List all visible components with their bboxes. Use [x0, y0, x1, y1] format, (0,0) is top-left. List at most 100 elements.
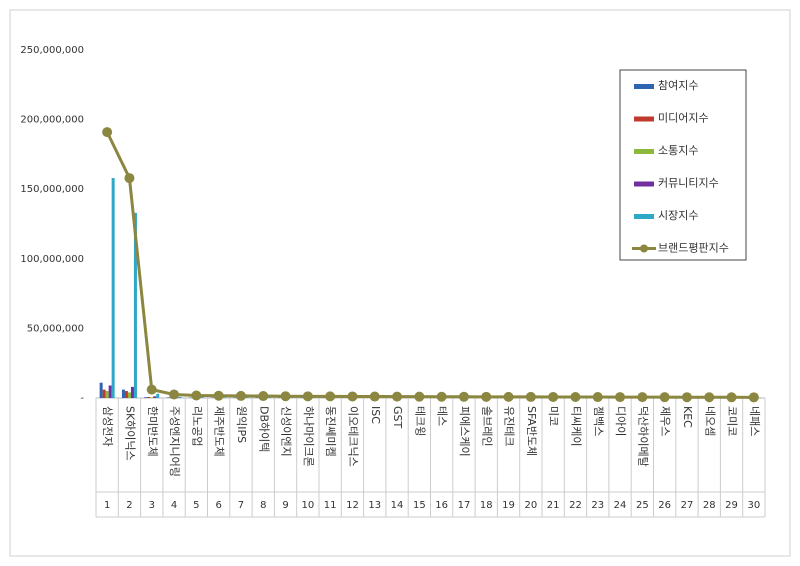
y-tick-label: 100,000,000 [20, 254, 84, 265]
bar [99, 382, 103, 398]
x-tick-label: 네패스 [748, 406, 761, 436]
x-tick-label: 미코 [547, 406, 560, 426]
line-marker [191, 390, 202, 401]
rank-label: 6 [215, 500, 221, 511]
x-tick-label: 한미반도체 [146, 406, 159, 457]
line-marker [169, 389, 180, 400]
line-marker [637, 392, 648, 403]
line-marker [124, 173, 135, 184]
line-marker [525, 391, 536, 402]
rank-label: 30 [747, 500, 760, 511]
rank-label: 28 [703, 500, 716, 511]
x-tick-label: SK하이닉스 [123, 406, 137, 461]
x-tick-label: 디아이 [614, 406, 627, 436]
x-tick-label: 이오테크닉스 [346, 406, 359, 467]
y-tick-label: 150,000,000 [20, 184, 84, 195]
x-tick-label: ISC [369, 406, 382, 424]
rank-label: 9 [282, 500, 288, 511]
line-marker [325, 391, 336, 402]
x-tick-label: 삼성전자 [101, 406, 114, 446]
x-tick-label: SFA반도체 [525, 406, 538, 456]
x-tick-label: GST [391, 406, 404, 429]
line-marker [102, 127, 113, 138]
x-tick-label: 피에스케이 [458, 406, 471, 457]
rank-label: 19 [502, 500, 515, 511]
line-marker [235, 390, 246, 401]
rank-label: 22 [569, 500, 582, 511]
legend-label: 커뮤니티지수 [658, 177, 719, 190]
bar [133, 212, 137, 398]
y-tick-label: 50,000,000 [27, 323, 84, 334]
y-tick-label: - [80, 393, 84, 404]
x-tick-label: 네오셈 [703, 406, 716, 436]
rank-label: 14 [391, 500, 404, 511]
bar [147, 397, 151, 398]
x-tick-label: 리노공업 [190, 406, 203, 446]
rank-label: 7 [238, 500, 244, 511]
legend-label: 브랜드평판지수 [658, 242, 729, 255]
line-marker [615, 392, 626, 403]
line-marker [659, 392, 670, 403]
rank-label: 1 [104, 500, 110, 511]
rank-label: 26 [658, 500, 671, 511]
x-tick-label: 티씨케이 [569, 406, 582, 446]
line-marker [436, 391, 447, 402]
rank-label: 5 [193, 500, 199, 511]
rank-label: 23 [591, 500, 604, 511]
legend-label: 시장지수 [658, 209, 698, 222]
y-tick-label: 200,000,000 [20, 115, 84, 126]
rank-label: 15 [413, 500, 426, 511]
bar [150, 397, 154, 398]
line-marker [726, 392, 737, 403]
bar [245, 397, 249, 398]
rank-label: 27 [681, 500, 694, 511]
bar [166, 397, 170, 398]
rank-label: 18 [480, 500, 493, 511]
bar [108, 385, 112, 398]
rank-label: 25 [636, 500, 649, 511]
bar [130, 386, 134, 398]
line-marker [347, 391, 358, 402]
bar [156, 393, 160, 398]
rank-label: 10 [301, 500, 314, 511]
line-marker [213, 390, 224, 401]
legend-box [619, 69, 747, 261]
rank-label: 21 [547, 500, 560, 511]
bar [121, 389, 125, 398]
bar [102, 389, 106, 398]
bar [105, 391, 109, 398]
x-tick-label: 젬백스 [592, 406, 605, 436]
y-tick-label: 250,000,000 [20, 45, 84, 56]
legend-swatch [634, 181, 654, 187]
x-tick-label: 덕산하이메탈 [636, 406, 650, 467]
line-marker [369, 391, 380, 402]
bar [178, 396, 182, 398]
bar [153, 396, 157, 398]
x-tick-label: 신성이엔지 [280, 406, 293, 457]
line-marker [414, 391, 425, 402]
line-marker [704, 392, 715, 403]
line-marker [392, 391, 403, 402]
bar [144, 397, 148, 398]
line-marker [280, 391, 291, 402]
rank-label: 29 [725, 500, 738, 511]
bar [127, 392, 131, 398]
rank-label: 20 [524, 500, 537, 511]
bar [200, 397, 204, 398]
legend-label: 참여지수 [658, 79, 698, 92]
legend-swatch [634, 149, 654, 154]
rank-label: 8 [260, 500, 266, 511]
legend-swatch [634, 214, 654, 219]
x-tick-label: KEC [681, 406, 694, 428]
rank-label: 17 [458, 500, 471, 511]
bar [223, 397, 227, 398]
x-tick-label: 원익IPS [235, 406, 248, 443]
line-marker [258, 391, 269, 402]
legend-swatch [634, 116, 654, 122]
x-tick-label: 하나마이크론 [302, 406, 316, 467]
x-tick-label: 제우스 [659, 406, 672, 436]
line-marker [748, 392, 759, 403]
line-marker [481, 391, 492, 402]
line-marker [302, 391, 313, 402]
line-marker [592, 392, 603, 403]
